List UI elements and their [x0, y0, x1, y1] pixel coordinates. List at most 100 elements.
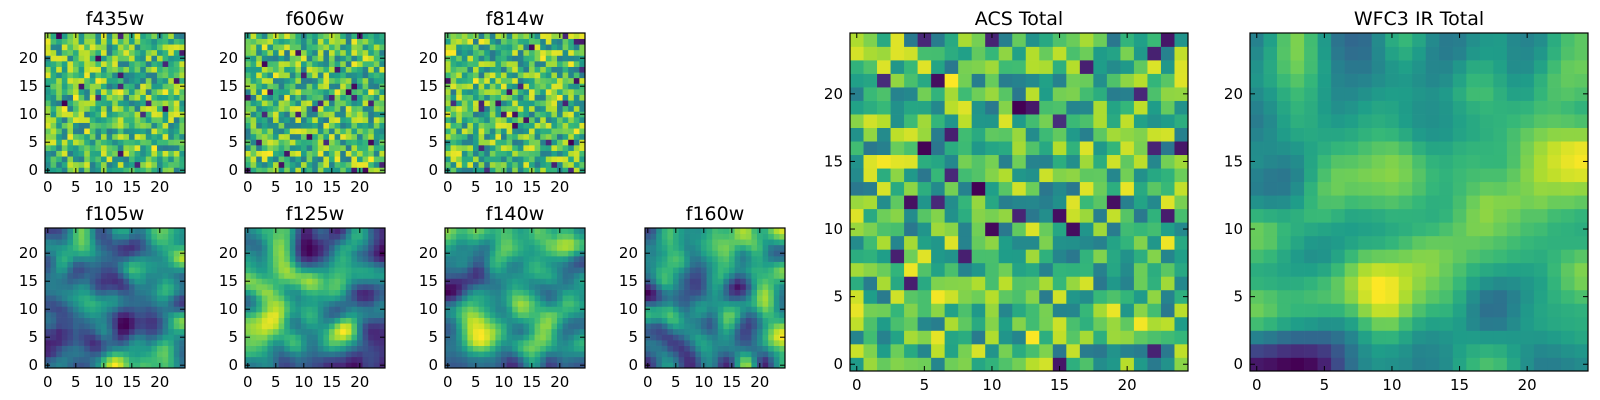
- heatmap-cell: [317, 340, 324, 346]
- heatmap-cell: [284, 72, 291, 79]
- heatmap-cell: [656, 244, 663, 251]
- heatmap-cell: [506, 233, 513, 240]
- heatmap-cell: [734, 278, 741, 285]
- heatmap-cell: [1012, 343, 1027, 358]
- heatmap-cell: [573, 128, 580, 135]
- heatmap-cell: [931, 154, 945, 169]
- heatmap-cell: [312, 128, 319, 135]
- heatmap-cell: [334, 161, 341, 168]
- heatmap-cell: [123, 133, 130, 140]
- heatmap-cell: [284, 250, 291, 257]
- heatmap-cell: [245, 328, 251, 335]
- heatmap-cell: [173, 89, 180, 95]
- heatmap-cell: [450, 128, 457, 135]
- heatmap-cell: [678, 278, 685, 285]
- heatmap-cell: [162, 111, 169, 118]
- heatmap-cell: [917, 235, 932, 250]
- heatmap-cell: [101, 306, 107, 313]
- heatmap-cell: [551, 133, 558, 140]
- heatmap-cell: [557, 55, 563, 62]
- heatmap-cell: [445, 105, 451, 112]
- heatmap-cell: [506, 83, 513, 90]
- heatmap-cell: [729, 312, 735, 318]
- heatmap-cell: [306, 250, 313, 257]
- heatmap-cell: [357, 89, 363, 95]
- heatmap-cell: [489, 289, 496, 296]
- heatmap-cell: [557, 66, 563, 73]
- heatmap-cell: [678, 362, 685, 369]
- heatmap-cell: [529, 72, 535, 79]
- heatmap-cell: [506, 38, 513, 45]
- heatmap-cell: [345, 77, 352, 84]
- heatmap-cell: [368, 340, 375, 346]
- heatmap-cell: [345, 44, 352, 51]
- heatmap-cell: [50, 161, 57, 168]
- heatmap-cell: [351, 139, 358, 146]
- heatmap-cell: [329, 94, 335, 101]
- heatmap-cell: [998, 168, 1013, 183]
- heatmap-cell: [773, 345, 780, 352]
- heatmap-cell: [568, 133, 575, 140]
- heatmap-cell: [362, 295, 369, 302]
- heatmap-cell: [67, 328, 74, 335]
- heatmap-cell: [323, 150, 330, 157]
- heatmap-cell: [173, 83, 180, 90]
- heatmap-cell: [323, 55, 330, 62]
- heatmap-cell: [723, 317, 730, 324]
- heatmap-cell: [56, 66, 63, 73]
- heatmap-cell: [312, 351, 319, 358]
- heatmap-cell: [245, 150, 251, 157]
- heatmap-cell: [250, 122, 257, 129]
- heatmap-cell: [261, 295, 268, 302]
- heatmap-cell: [78, 244, 85, 251]
- heatmap-cell: [173, 278, 180, 285]
- heatmap-cell: [134, 295, 141, 302]
- heatmap-cell: [168, 33, 175, 39]
- heatmap-cell: [78, 150, 85, 157]
- heatmap-cell: [1147, 303, 1162, 318]
- heatmap-cell: [112, 244, 119, 251]
- heatmap-cell: [850, 249, 864, 264]
- heatmap-cell: [673, 239, 679, 246]
- heatmap-cell: [323, 244, 330, 251]
- heatmap-cell: [678, 261, 685, 268]
- heatmap-cell: [84, 49, 91, 56]
- heatmap-cell: [106, 250, 113, 257]
- heatmap-cell: [523, 228, 530, 234]
- heatmap-cell: [78, 44, 85, 51]
- heatmap-cell: [689, 278, 696, 285]
- heatmap-cell: [295, 228, 302, 234]
- heatmap-cell: [67, 317, 74, 324]
- heatmap-cell: [357, 272, 363, 279]
- heatmap-cell: [50, 261, 57, 268]
- heatmap-cell: [323, 105, 330, 112]
- heatmap-cell: [579, 72, 586, 79]
- heatmap-cell: [145, 278, 152, 285]
- heatmap-cell: [250, 161, 257, 168]
- heatmap-cell: [523, 145, 530, 151]
- heatmap-cell: [357, 284, 363, 290]
- heatmap-cell: [95, 139, 102, 146]
- heatmap-cell: [877, 235, 891, 250]
- heatmap-cell: [656, 312, 663, 318]
- heatmap-cell: [95, 133, 102, 140]
- heatmap-cell: [289, 228, 296, 234]
- heatmap-cell: [61, 300, 68, 307]
- heatmap-cell: [61, 161, 68, 168]
- heatmap-cell: [740, 323, 747, 330]
- heatmap-cell: [151, 244, 158, 251]
- heatmap-cell: [340, 228, 347, 234]
- heatmap-cell: [317, 161, 324, 168]
- heatmap-cell: [334, 49, 341, 56]
- heatmap-cell: [931, 330, 945, 345]
- heatmap-cell: [117, 345, 124, 352]
- heatmap-cell: [117, 66, 124, 73]
- heatmap-cell: [273, 38, 279, 45]
- heatmap-cell: [1147, 276, 1162, 291]
- heatmap-cell: [351, 55, 358, 62]
- heatmap-cell: [95, 250, 102, 257]
- heatmap-cell: [306, 356, 313, 363]
- heatmap-cell: [512, 105, 519, 112]
- heatmap-cell: [334, 94, 341, 101]
- heatmap-cell: [89, 105, 96, 112]
